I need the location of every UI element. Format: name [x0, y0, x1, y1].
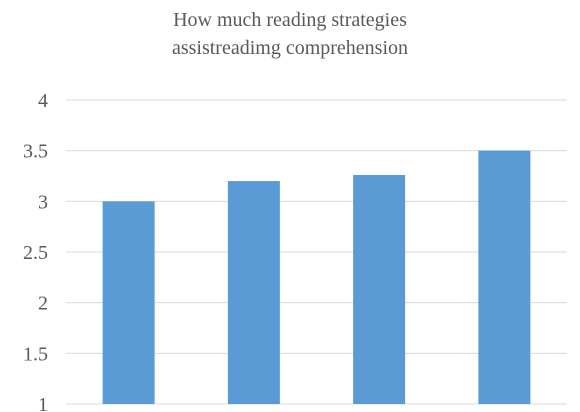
y-axis-tick-labels: 1 1.5 2 2.5 3 3.5 4: [23, 90, 48, 412]
y-tick-label: 1.5: [23, 343, 48, 365]
y-tick-label: 3: [38, 191, 48, 213]
chart-title: How much reading strategies assistreadim…: [0, 6, 580, 62]
y-tick-label: 2: [38, 293, 48, 315]
y-tick-label: 1: [38, 394, 48, 412]
bar: [227, 181, 280, 404]
y-tick-label: 2.5: [23, 242, 48, 264]
chart-title-line-1: How much reading strategies: [173, 9, 407, 31]
bar: [478, 150, 531, 404]
bars: [102, 150, 531, 404]
bar: [353, 174, 406, 404]
y-tick-label: 4: [38, 90, 48, 112]
chart-title-line-2: assistreadimg comprehension: [171, 37, 409, 59]
y-tick-label: 3.5: [23, 141, 48, 163]
bar: [102, 201, 155, 404]
